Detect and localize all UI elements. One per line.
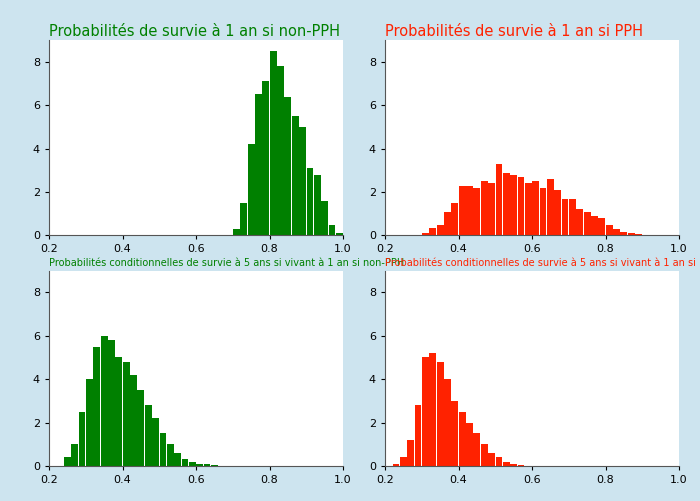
Bar xyxy=(233,229,240,235)
Bar xyxy=(437,362,444,466)
Bar xyxy=(86,379,93,466)
Bar xyxy=(576,209,583,235)
Bar xyxy=(336,233,343,235)
Bar xyxy=(444,379,451,466)
Bar xyxy=(473,188,480,235)
Text: Probabilités de survie à 1 an si non-PPH: Probabilités de survie à 1 an si non-PPH xyxy=(49,24,340,39)
Bar xyxy=(496,457,503,466)
Bar xyxy=(167,444,174,466)
Bar xyxy=(270,51,276,235)
Bar xyxy=(584,211,591,235)
Bar xyxy=(532,181,539,235)
Bar xyxy=(547,179,554,235)
Bar xyxy=(189,461,196,466)
Bar xyxy=(488,183,495,235)
Bar xyxy=(299,127,306,235)
Bar xyxy=(160,433,167,466)
Bar xyxy=(591,216,598,235)
Bar xyxy=(393,464,400,466)
Bar xyxy=(473,433,480,466)
Bar xyxy=(145,405,152,466)
Text: Probabilités de survie à 1 an si PPH: Probabilités de survie à 1 an si PPH xyxy=(385,24,643,39)
Bar xyxy=(503,461,510,466)
Bar xyxy=(277,66,284,235)
Bar xyxy=(569,198,576,235)
Bar xyxy=(64,457,71,466)
Bar xyxy=(93,347,100,466)
Bar xyxy=(444,211,451,235)
Bar xyxy=(314,175,321,235)
Bar xyxy=(255,94,262,235)
Bar xyxy=(481,181,488,235)
Bar xyxy=(292,116,299,235)
Bar xyxy=(240,203,247,235)
Bar xyxy=(116,357,122,466)
Bar xyxy=(510,175,517,235)
Bar xyxy=(525,183,532,235)
Bar xyxy=(517,465,524,466)
Bar xyxy=(510,464,517,466)
Bar xyxy=(211,465,218,466)
Bar xyxy=(598,218,606,235)
Bar xyxy=(152,418,159,466)
Bar xyxy=(262,81,270,235)
Bar xyxy=(503,172,510,235)
Bar xyxy=(613,229,620,235)
Bar xyxy=(422,233,429,235)
Bar xyxy=(248,144,255,235)
Bar xyxy=(400,457,407,466)
Bar xyxy=(414,405,421,466)
Bar xyxy=(496,164,503,235)
Text: Probabilités conditionnelles de survie à 5 ans si vivant à 1 an si PPH: Probabilités conditionnelles de survie à… xyxy=(385,259,700,269)
Bar xyxy=(458,185,466,235)
Bar xyxy=(101,336,108,466)
Bar xyxy=(321,201,328,235)
Bar xyxy=(137,390,144,466)
Bar xyxy=(452,401,458,466)
Bar xyxy=(452,203,458,235)
Bar xyxy=(130,375,137,466)
Bar xyxy=(458,412,466,466)
Bar xyxy=(488,453,495,466)
Bar xyxy=(122,362,130,466)
Bar xyxy=(196,464,203,466)
Bar xyxy=(204,464,211,466)
Bar xyxy=(481,444,488,466)
Bar xyxy=(620,232,627,235)
Bar xyxy=(307,168,314,235)
Bar xyxy=(429,228,436,235)
Bar xyxy=(181,459,188,466)
Bar xyxy=(108,340,115,466)
Bar xyxy=(466,185,473,235)
Bar xyxy=(554,190,561,235)
Bar xyxy=(606,224,612,235)
Bar xyxy=(540,188,547,235)
Bar xyxy=(407,440,414,466)
Bar xyxy=(437,224,444,235)
Bar xyxy=(78,412,85,466)
Bar xyxy=(628,233,635,235)
Bar xyxy=(429,353,436,466)
Bar xyxy=(635,234,642,235)
Bar xyxy=(174,453,181,466)
Bar xyxy=(71,444,78,466)
Bar xyxy=(284,97,291,235)
Bar xyxy=(466,422,473,466)
Bar xyxy=(517,177,524,235)
Text: Probabilités conditionnelles de survie à 5 ans si vivant à 1 an si non-PPH: Probabilités conditionnelles de survie à… xyxy=(49,259,405,269)
Bar xyxy=(328,224,335,235)
Bar xyxy=(422,357,429,466)
Bar xyxy=(561,198,568,235)
